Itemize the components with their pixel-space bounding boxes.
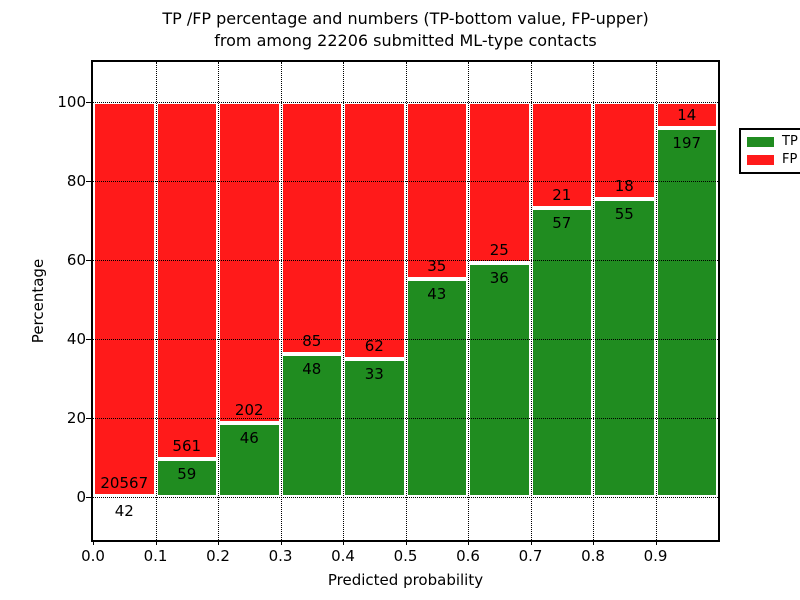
tp-count-label-5: 43 [427, 284, 447, 303]
x-tick-label-0.6: 0.6 [456, 547, 480, 565]
bar-segment-fp-6 [468, 101, 531, 264]
y-tick-mark-0 [86, 496, 91, 498]
tp-count-label-7: 57 [552, 213, 572, 232]
tp-count-label-1: 59 [177, 464, 197, 483]
x-tick-label-0.4: 0.4 [331, 547, 355, 565]
fp-count-label-5: 35 [427, 256, 447, 275]
y-tick-label-20: 20 [66, 408, 86, 427]
x-tick-mark-0.6 [468, 540, 469, 545]
fp-legend-label: FP [782, 151, 798, 167]
fp-count-label-3: 85 [302, 331, 322, 350]
y-tick-label-60: 60 [66, 250, 86, 269]
bar-segment-fp-7 [530, 101, 593, 208]
legend-row-tp: TP [747, 135, 798, 149]
v-gridline-0.3 [280, 62, 282, 540]
x-tick-label-0.0: 0.0 [81, 547, 105, 565]
y-tick-label-80: 80 [66, 171, 86, 190]
v-gridline-0.5 [405, 62, 407, 540]
v-gridline-0.7 [530, 62, 532, 540]
bar-segment-fp-4 [343, 101, 406, 360]
x-tick-mark-0.7 [530, 540, 532, 545]
x-tick-mark-0.8 [593, 540, 594, 545]
bar-segment-tp-8 [593, 198, 656, 497]
x-tick-label-0.3: 0.3 [268, 547, 293, 565]
x-tick-mark-0.3 [280, 540, 282, 545]
plot-area: 20567 42 561 59 202 46 85 48 62 33 35 43 25 36 21 57 18 5… [91, 60, 800, 542]
fp-count-label-7: 21 [552, 185, 572, 204]
fp-count-label-4: 62 [364, 337, 384, 356]
bar-segment-tp-4 [343, 359, 406, 497]
x-axis-label: Predicted probability [327, 571, 484, 589]
bar-segment-fp-0 [93, 101, 156, 496]
tp-count-label-3: 48 [302, 359, 322, 378]
bar-segment-tp-7 [530, 207, 593, 497]
v-gridline-0.2 [218, 62, 219, 540]
tp-count-label-8: 55 [614, 204, 634, 223]
fp-count-label-8: 18 [614, 176, 634, 195]
tp-count-label-0: 42 [114, 501, 134, 520]
v-gridline-0.6 [468, 62, 469, 540]
fp-count-label-1: 561 [172, 436, 202, 455]
y-tick-label-100: 100 [57, 92, 86, 111]
bar-segment-tp-9 [655, 127, 718, 497]
x-tick-label-0.2: 0.2 [206, 547, 230, 565]
bar-segment-fp-1 [155, 101, 218, 459]
x-tick-mark-0.0 [93, 540, 94, 545]
y-tick-mark-100 [86, 101, 91, 103]
chart-title-line2: from among 22206 submitted ML-type conta… [214, 31, 597, 50]
x-tick-label-0.9: 0.9 [643, 547, 668, 565]
x-tick-mark-0.2 [218, 540, 219, 545]
x-tick-label-0.1: 0.1 [143, 547, 168, 565]
v-gridline-0.4 [343, 62, 344, 540]
y-tick-mark-20 [86, 417, 91, 419]
chart-title: TP /FP percentage and numbers (TP-bottom… [93, 8, 718, 52]
x-tick-mark-0.5 [405, 540, 407, 545]
bar-segment-fp-5 [405, 101, 468, 279]
x-tick-label-0.8: 0.8 [581, 547, 605, 565]
legend-row-fp: FP [747, 151, 798, 167]
chart-title-line1: TP /FP percentage and numbers (TP-bottom… [162, 9, 649, 28]
fp-count-label-0: 20567 [100, 473, 149, 492]
tp-count-label-9: 197 [672, 133, 702, 152]
fp-count-label-9: 14 [677, 105, 697, 124]
bar-segment-tp-3 [280, 353, 343, 497]
x-tick-mark-0.1 [155, 540, 157, 545]
fp-count-label-6: 25 [489, 241, 509, 260]
y-tick-mark-80 [86, 180, 91, 182]
bar-segment-fp-3 [280, 101, 343, 354]
tp-count-label-6: 36 [489, 269, 509, 288]
x-tick-mark-0.9 [655, 540, 657, 545]
x-tick-mark-0.4 [343, 540, 344, 545]
bar-segment-tp-5 [405, 278, 468, 497]
y-tick-mark-40 [86, 338, 91, 340]
v-gridline-0.9 [655, 62, 657, 540]
x-tick-label-0.5: 0.5 [393, 547, 418, 565]
tp-count-label-4: 33 [364, 365, 384, 384]
v-gridline-0.8 [593, 62, 594, 540]
fp-count-label-2: 202 [234, 401, 264, 420]
bar-segment-fp-8 [593, 101, 656, 199]
y-tick-label-0: 0 [76, 487, 86, 506]
bar-segment-tp-2 [218, 423, 281, 497]
y-axis-label: Percentage [29, 258, 47, 344]
y-tick-mark-60 [86, 259, 91, 261]
legend: TP FP [739, 128, 800, 174]
tp-count-label-2: 46 [239, 429, 259, 448]
fp-legend-swatch [747, 154, 774, 165]
tp-legend-swatch [747, 137, 774, 148]
y-tick-label-40: 40 [66, 329, 86, 348]
tp-legend-label: TP [782, 134, 798, 150]
x-tick-label-0.7: 0.7 [518, 547, 543, 565]
v-gridline-0.1 [155, 62, 157, 540]
